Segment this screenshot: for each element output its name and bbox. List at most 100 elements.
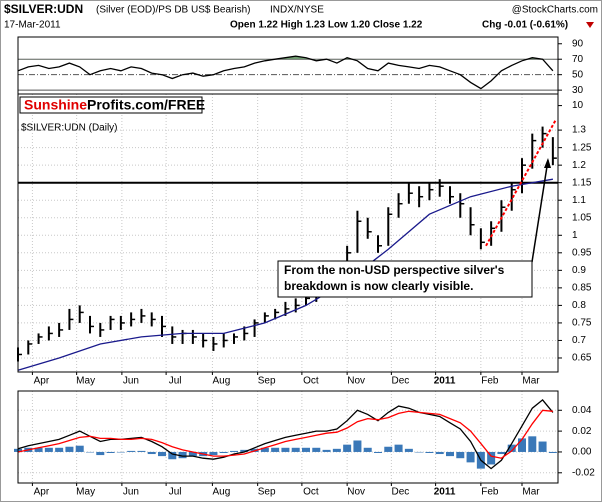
panel bbox=[18, 37, 558, 94]
histogram-bar bbox=[188, 451, 197, 457]
x-tick-label: Mar bbox=[522, 376, 540, 387]
histogram-bar bbox=[528, 436, 537, 452]
histogram-bar bbox=[332, 448, 341, 452]
logo-red: Sunshine bbox=[24, 96, 87, 112]
histogram-bar bbox=[158, 451, 166, 457]
histogram-bar bbox=[466, 451, 475, 463]
annotation-arrowhead bbox=[544, 158, 551, 168]
y-tick-label: 50 bbox=[572, 69, 584, 80]
y-tick-label: 0.00 bbox=[572, 447, 592, 458]
symbol: $SILVER:UDN bbox=[4, 2, 83, 16]
annotation-arrow bbox=[531, 159, 549, 263]
x-tick-label: Feb bbox=[481, 487, 499, 498]
x-tick-label: Sep bbox=[258, 376, 276, 387]
histogram-bar bbox=[106, 451, 115, 453]
histogram-bar bbox=[116, 451, 125, 453]
x-tick-label: Jul bbox=[169, 376, 182, 387]
histogram-bar bbox=[178, 451, 187, 459]
histogram-bar bbox=[137, 450, 146, 452]
panel-border bbox=[17, 390, 559, 484]
histogram-bar bbox=[548, 451, 557, 453]
x-tick-label: Nov bbox=[347, 487, 365, 498]
histogram-bar bbox=[230, 450, 238, 452]
histogram-bar bbox=[538, 441, 547, 452]
x-tick-label: 2011 bbox=[434, 487, 456, 498]
x-tick-label: Mar bbox=[522, 487, 540, 498]
histogram-bar bbox=[374, 451, 382, 453]
x-tick-label: Apr bbox=[34, 376, 50, 387]
y-tick-label: 0.85 bbox=[572, 283, 592, 294]
histogram-bar bbox=[127, 450, 136, 452]
y-tick-label: 0.04 bbox=[572, 405, 592, 416]
y-tick-label: 0.8 bbox=[572, 300, 586, 311]
histogram-bar bbox=[65, 446, 74, 452]
line bbox=[17, 409, 553, 459]
histogram-bar bbox=[86, 451, 94, 453]
histogram-bar bbox=[260, 447, 269, 452]
y-tick-label: 0.75 bbox=[572, 318, 592, 329]
x-tick-label: Aug bbox=[213, 487, 231, 498]
histogram-bar bbox=[209, 451, 218, 456]
histogram-bar bbox=[281, 447, 290, 452]
y-tick-label: 1.05 bbox=[572, 212, 592, 223]
histogram-bar bbox=[363, 447, 372, 452]
down-arrow bbox=[586, 22, 594, 28]
x-tick-label: Jun bbox=[123, 376, 139, 387]
y-tick-label: 1 bbox=[572, 230, 578, 241]
y-tick-label: 0.95 bbox=[572, 247, 592, 258]
x-tick-label: Nov bbox=[347, 376, 365, 387]
exchange: INDX/NYSE bbox=[270, 5, 324, 16]
y-tick-label: 10 bbox=[572, 100, 584, 111]
histogram-bar bbox=[425, 451, 434, 453]
x-tick-label: Feb bbox=[481, 376, 499, 387]
y-tick-label: 1.3 bbox=[572, 125, 586, 136]
histogram-bar bbox=[487, 451, 496, 465]
y-tick-label: 90 bbox=[572, 38, 584, 49]
logo-box bbox=[19, 96, 203, 114]
histogram-bar bbox=[168, 451, 177, 460]
change: Chg -0.01 (-0.61%) bbox=[482, 20, 568, 31]
histogram-bar bbox=[34, 447, 43, 452]
panel-label: $SILVER:UDN (Daily) bbox=[21, 123, 118, 134]
annotation-box bbox=[277, 260, 533, 298]
histogram-bar bbox=[507, 444, 516, 452]
x-tick-label: Aug bbox=[213, 376, 231, 387]
line bbox=[17, 398, 554, 470]
histogram-bar bbox=[44, 447, 53, 452]
x-tick-label: Jul bbox=[169, 487, 182, 498]
histogram-bar bbox=[394, 444, 403, 452]
histogram-bar bbox=[343, 444, 352, 452]
x-tick-label: Apr bbox=[34, 487, 50, 498]
y-tick-label: 70 bbox=[572, 54, 584, 65]
line bbox=[485, 119, 557, 247]
source: @StockCharts.com bbox=[512, 5, 598, 16]
line bbox=[17, 55, 554, 90]
x-tick-label: Oct bbox=[303, 376, 319, 387]
y-tick-label: 30 bbox=[572, 85, 584, 96]
panel-border bbox=[17, 93, 559, 373]
histogram-bar bbox=[312, 447, 321, 452]
histogram-bar bbox=[404, 448, 413, 452]
x-tick-label: Sep bbox=[258, 487, 276, 498]
logo-black: Profits.com/FREE bbox=[87, 96, 205, 112]
y-tick-label: 1.25 bbox=[572, 142, 592, 153]
y-tick-label: 0.02 bbox=[572, 426, 592, 437]
x-tick-label: Dec bbox=[391, 376, 409, 387]
histogram-bar bbox=[322, 449, 331, 452]
histogram-bar bbox=[446, 451, 454, 457]
histogram-bar bbox=[435, 451, 444, 455]
x-tick-label: May bbox=[76, 376, 95, 387]
y-tick-label: -0.02 bbox=[572, 467, 595, 478]
y-tick-label: 1.15 bbox=[572, 177, 592, 188]
histogram-bar bbox=[415, 451, 424, 453]
histogram-bar bbox=[96, 451, 105, 456]
x-tick-label: May bbox=[76, 487, 95, 498]
histogram-bar bbox=[147, 451, 156, 455]
histogram-bar bbox=[55, 447, 64, 452]
histogram-bar bbox=[219, 451, 228, 453]
histogram-bar bbox=[240, 449, 249, 452]
histogram-bar bbox=[497, 451, 506, 455]
histogram-bar bbox=[384, 446, 393, 452]
x-tick-label: Dec bbox=[391, 487, 409, 498]
